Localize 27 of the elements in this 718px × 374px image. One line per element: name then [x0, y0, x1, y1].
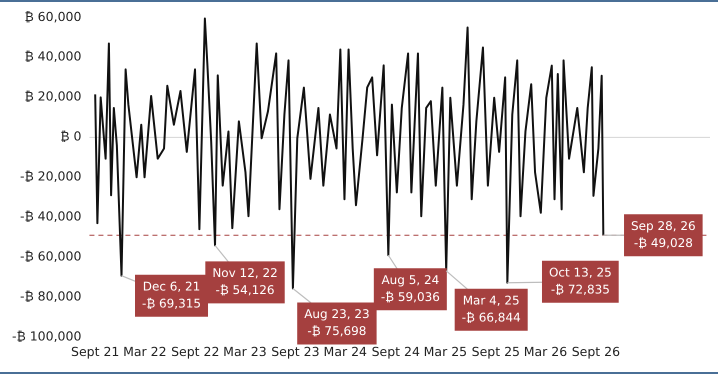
- annotation: Oct 13, 25 -₿ 72,835: [548, 265, 612, 296]
- annotation: Dec 6, 21 -₿ 69,315: [142, 279, 202, 310]
- y-tick-label: ₿ 0: [60, 128, 82, 144]
- y-tick-label: -₿ 20,000: [20, 168, 82, 184]
- annotation: Aug 5, 24 -₿ 59,036: [380, 272, 440, 304]
- annotation: Sep 28, 26 -₿ 49,028: [631, 218, 696, 250]
- annotation: Mar 4, 25 -₿ 66,844: [462, 293, 521, 324]
- x-tick-label: Sept 25: [472, 344, 520, 359]
- x-tick-label: Mar 24: [324, 344, 368, 359]
- annotation: Aug 23, 23 -₿ 75,698: [304, 307, 370, 338]
- x-tick-label: Sept 24: [372, 344, 420, 359]
- x-tick-label: Sept 26: [572, 344, 620, 359]
- x-tick-label: Mar 26: [524, 344, 568, 359]
- y-tick-label: ₿ 20,000: [24, 88, 82, 104]
- y-tick-label: -₿ 80,000: [20, 288, 82, 304]
- x-tick-label: Sept 22: [171, 344, 220, 359]
- x-tick-label: Sept 23: [271, 344, 320, 359]
- x-tick-label: Sept 21: [71, 344, 120, 359]
- y-tick-label: -₿ 40,000: [20, 208, 82, 224]
- y-tick-label: ₿ 60,000: [24, 8, 82, 24]
- x-tick-label: Mar 22: [123, 344, 167, 359]
- y-tick-label: -₿ 100,000: [12, 328, 82, 344]
- x-tick-label: Mar 25: [424, 344, 468, 359]
- y-tick-label: ₿ 40,000: [24, 48, 82, 64]
- y-tick-label: -₿ 60,000: [20, 248, 82, 264]
- annotation: Nov 12, 22 -₿ 54,126: [212, 266, 278, 298]
- x-tick-label: Mar 23: [223, 344, 267, 359]
